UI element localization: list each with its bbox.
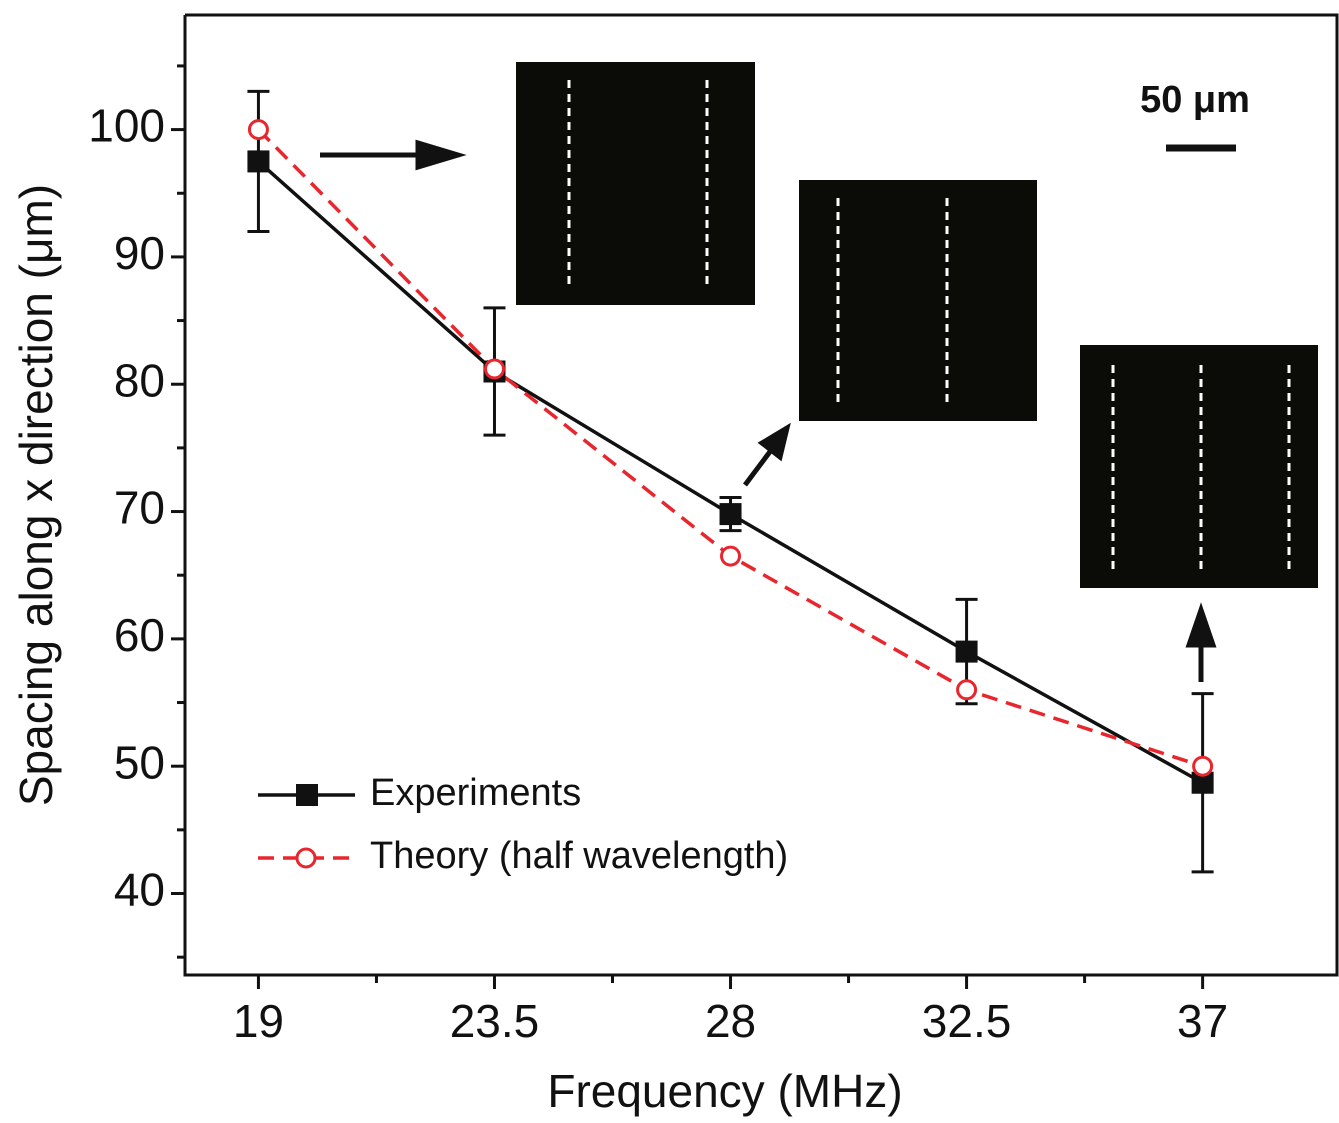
y-tick-label: 70: [114, 482, 165, 534]
inset-image: [516, 62, 755, 305]
x-axis-title: Frequency (MHz): [547, 1065, 902, 1117]
inset-image: [1080, 345, 1318, 588]
marker: [719, 503, 742, 526]
marker: [247, 150, 270, 173]
x-tick-label: 19: [233, 995, 284, 1047]
marker: [483, 358, 505, 380]
legend-marker: [295, 847, 317, 869]
y-tick-label: 50: [114, 736, 165, 788]
marker: [720, 545, 742, 567]
y-tick-label: 60: [114, 609, 165, 661]
arrow-head: [415, 139, 467, 171]
y-tick-label: 80: [114, 354, 165, 406]
arrow-head: [757, 422, 791, 462]
legend-label: Experiments: [370, 772, 581, 814]
x-tick-label: 32.5: [922, 995, 1012, 1047]
x-tick-label: 37: [1177, 995, 1228, 1047]
inset-image: [799, 180, 1037, 421]
legend-marker: [296, 784, 318, 806]
marker: [247, 119, 269, 141]
arrows: [320, 139, 1217, 682]
marker: [956, 679, 978, 701]
arrow: [743, 447, 774, 487]
y-tick-label: 40: [114, 864, 165, 916]
y-axis-title: Spacing along x direction (μm): [10, 184, 62, 806]
plot-frame: [183, 13, 1339, 977]
scale-bar-label: 50 μm: [1140, 79, 1250, 121]
marker: [955, 640, 978, 663]
insets: [516, 62, 1318, 588]
x-tick-label: 28: [705, 995, 756, 1047]
marker: [1192, 755, 1214, 777]
y-tick-label: 100: [88, 100, 165, 152]
arrow-head: [1185, 602, 1217, 648]
legend-label: Theory (half wavelength): [370, 835, 788, 877]
y-tick-label: 90: [114, 227, 165, 279]
x-tick-label: 23.5: [450, 995, 540, 1047]
marker: [1191, 771, 1214, 794]
